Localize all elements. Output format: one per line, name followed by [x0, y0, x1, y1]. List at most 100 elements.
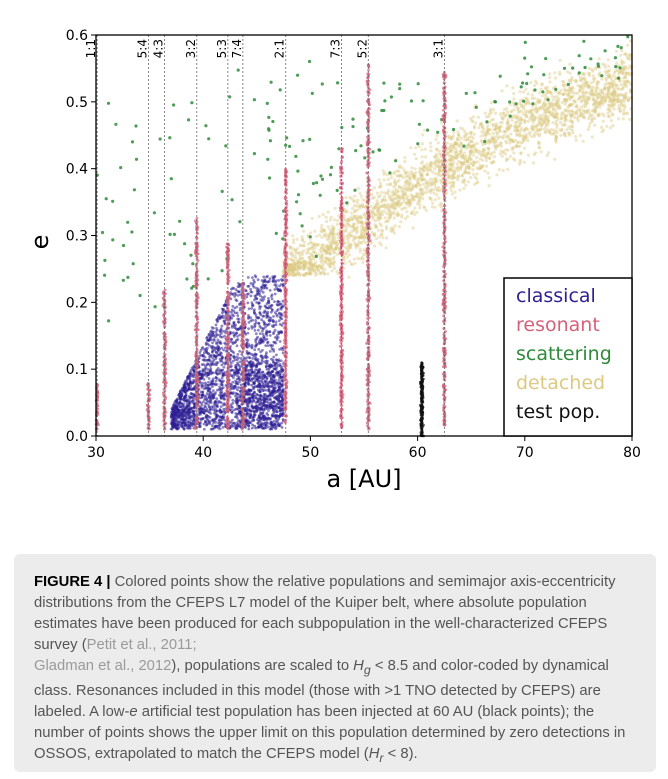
detached-point [328, 227, 332, 231]
classical-point [209, 372, 213, 376]
detached-point [599, 100, 603, 104]
detached-point [510, 118, 514, 122]
detached-point [370, 193, 374, 197]
classical-point [174, 417, 177, 421]
classical-point [234, 298, 238, 302]
classical-point [188, 416, 192, 419]
detached-point [554, 119, 558, 123]
detached-point [301, 256, 305, 260]
classical-point [223, 322, 227, 326]
detached-point [605, 124, 609, 128]
detached-point [325, 219, 329, 224]
detached-point [568, 95, 572, 99]
detached-point [392, 216, 396, 220]
detached-point [474, 121, 478, 125]
detached-point [387, 209, 391, 213]
classical-point [253, 329, 257, 332]
detached-point [593, 100, 597, 104]
detached-point [484, 156, 488, 160]
detached-point [492, 150, 496, 154]
classical-point [177, 403, 181, 407]
detached-point [524, 126, 528, 130]
detached-point [502, 111, 506, 116]
detached-point [311, 268, 315, 272]
detached-point [587, 71, 591, 75]
detached-point [591, 94, 595, 98]
detached-point [489, 101, 494, 105]
detached-point [533, 107, 538, 111]
detached-point [587, 111, 591, 115]
detached-point [432, 167, 437, 171]
detached-point [617, 92, 621, 96]
detached-point [558, 128, 562, 132]
classical-point [202, 400, 205, 404]
detached-point [300, 235, 304, 239]
detached-point [319, 229, 323, 233]
classical-point [215, 341, 218, 344]
classical-point [275, 408, 278, 411]
detached-point [552, 132, 556, 136]
detached-point [594, 106, 598, 110]
detached-point [329, 245, 333, 249]
classical-point [223, 397, 227, 401]
detached-point [504, 152, 508, 156]
classical-point [238, 349, 242, 353]
detached-point [409, 170, 413, 174]
classical-point [280, 421, 284, 425]
detached-point [604, 98, 608, 102]
detached-point [311, 250, 315, 254]
detached-point [424, 187, 428, 191]
detached-point [417, 200, 421, 204]
detached-point [553, 95, 557, 99]
classical-point [254, 319, 257, 322]
detached-point [377, 206, 381, 211]
classical-point [275, 338, 279, 342]
classical-point [275, 353, 278, 357]
detached-point [347, 253, 351, 257]
detached-point [554, 112, 559, 116]
detached-point [591, 97, 596, 101]
detached-point [416, 177, 420, 181]
detached-point [384, 227, 389, 231]
classical-point [250, 307, 254, 310]
classical-point [236, 338, 240, 341]
detached-point [465, 132, 469, 136]
detached-point [456, 169, 460, 173]
detached-point [308, 252, 312, 256]
detached-point [430, 205, 434, 209]
detached-point [522, 104, 526, 108]
detached-point [516, 106, 520, 111]
detached-point [595, 96, 599, 100]
detached-point [432, 155, 436, 159]
detached-point [459, 161, 463, 165]
classical-point [219, 411, 223, 415]
detached-point [611, 89, 615, 93]
detached-point [449, 142, 453, 147]
detached-point [590, 135, 594, 139]
detached-point [450, 192, 454, 196]
classical-point [277, 279, 281, 282]
detached-point [411, 209, 415, 213]
detached-point [568, 112, 572, 116]
detached-point [423, 147, 427, 151]
detached-point [558, 106, 562, 110]
detached-point [406, 201, 410, 205]
classical-point [251, 357, 255, 360]
detached-point [327, 262, 331, 266]
detached-point [386, 219, 390, 223]
detached-point [585, 101, 589, 105]
detached-point [475, 149, 479, 153]
detached-point [386, 205, 390, 209]
detached-point [611, 124, 615, 128]
detached-point [519, 129, 523, 133]
detached-point [588, 121, 592, 125]
detached-point [624, 79, 628, 83]
detached-point [359, 224, 364, 228]
detached-point [519, 151, 523, 155]
detached-point [315, 234, 319, 238]
detached-point [566, 109, 570, 113]
detached-point [414, 146, 418, 150]
detached-point [408, 177, 413, 181]
detached-point [558, 91, 562, 95]
detached-point [402, 206, 406, 210]
